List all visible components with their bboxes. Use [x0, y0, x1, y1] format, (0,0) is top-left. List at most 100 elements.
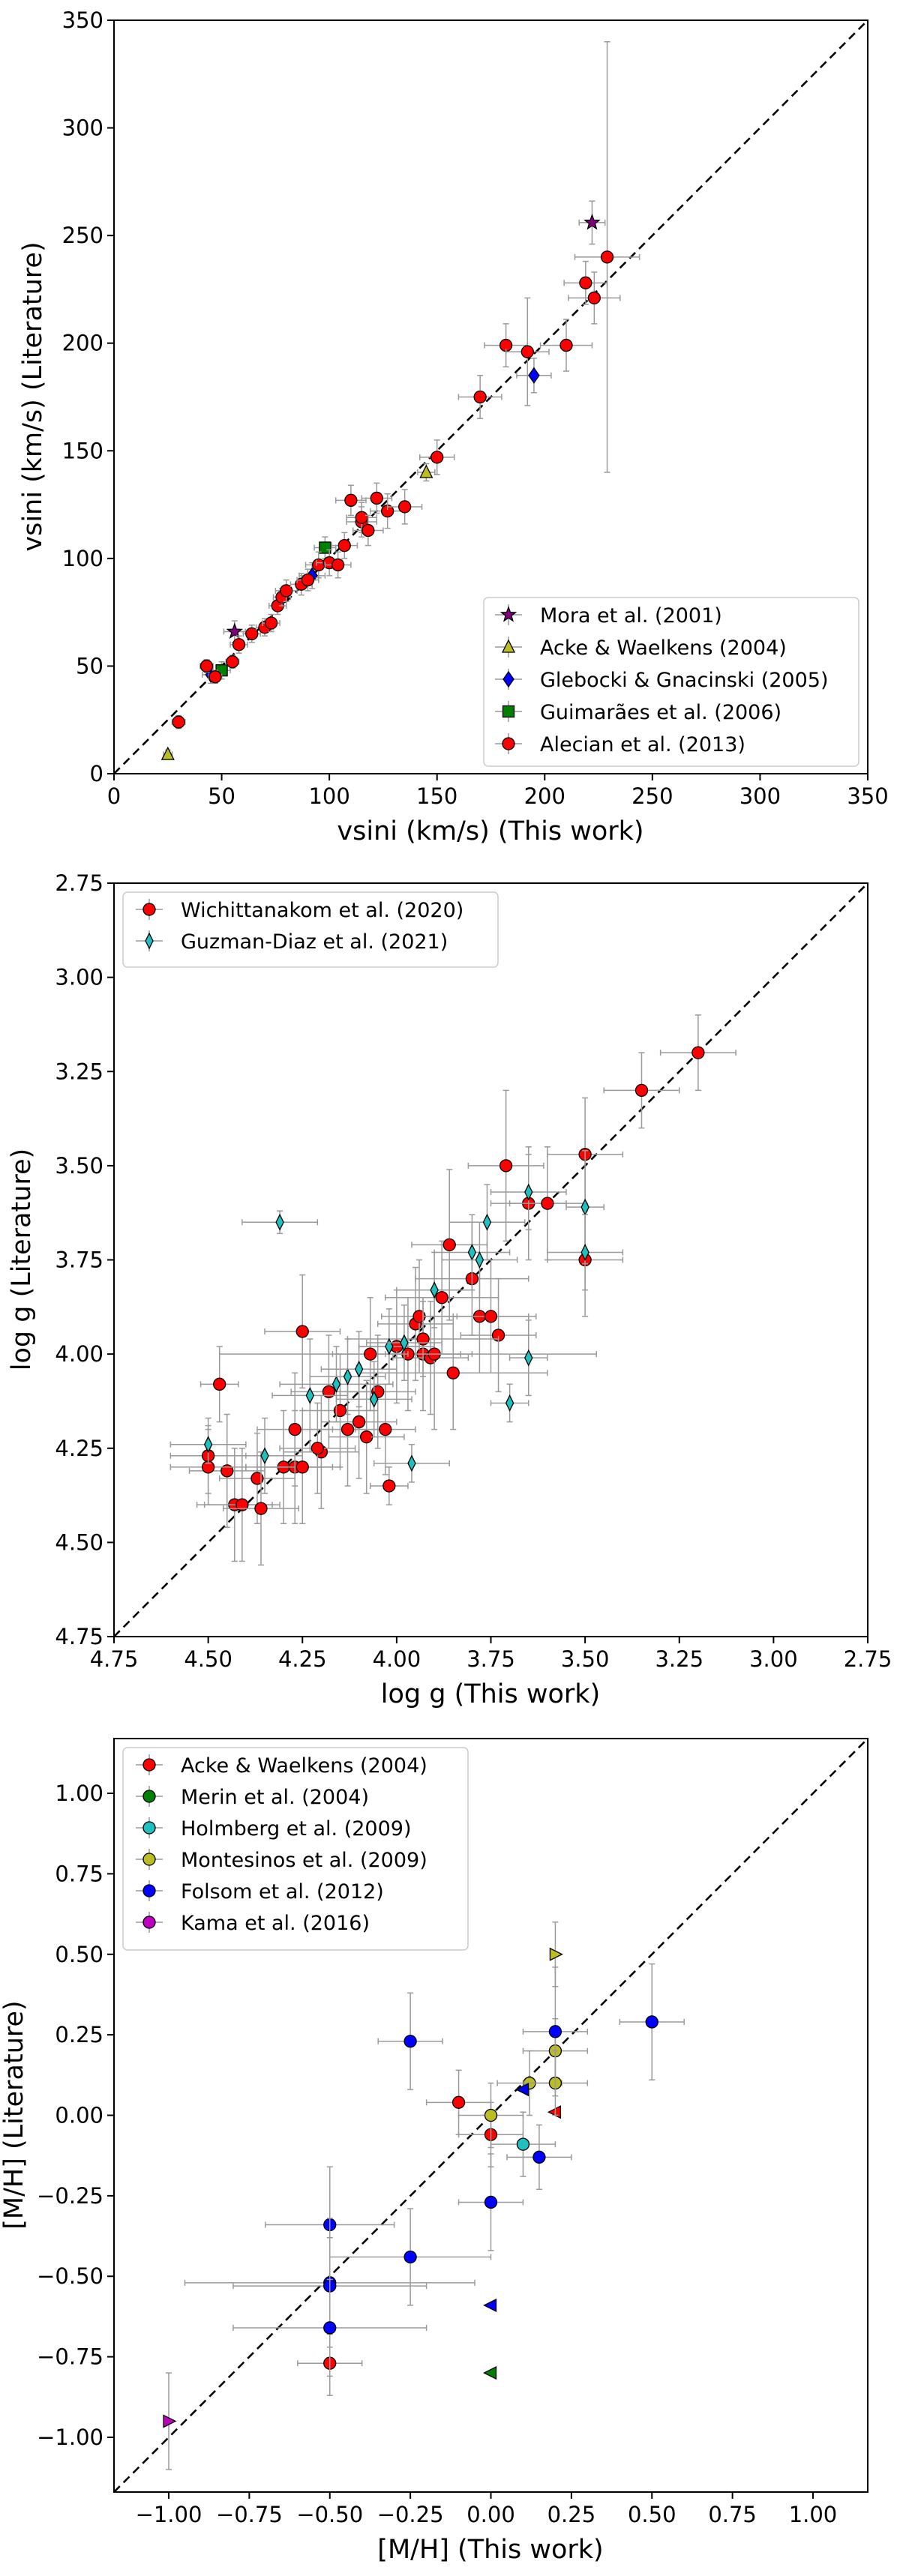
x-tick-label: 0.00: [466, 2502, 515, 2527]
legend-symbol: [142, 1758, 156, 1772]
data-point: [452, 1259, 530, 1373]
marker-circle: [200, 659, 214, 673]
marker-circle: [340, 1422, 355, 1436]
data-points: [170, 1014, 736, 1566]
marker-thin-diamond: [580, 1198, 590, 1216]
x-axis-label: [M/H] (This work): [377, 2535, 603, 2565]
marker-thin-diamond: [524, 1349, 533, 1367]
data-point: [483, 2366, 497, 2380]
y-tick-label: 300: [62, 115, 104, 141]
data-point: [309, 1338, 386, 1415]
legend-symbol: [502, 705, 515, 718]
marker-circle: [600, 250, 614, 264]
y-tick-label: 200: [62, 331, 104, 356]
axis-ticks: 0 50 100 150 200 250 300 350 0 50 100 150 200 250 300 3…: [62, 7, 889, 809]
y-tick-label: 4.75: [55, 1624, 104, 1649]
legend-entry: Acke & Waelkens (2004): [495, 637, 787, 660]
plot-frame: [113, 19, 868, 774]
marker-thin-diamond: [385, 1337, 394, 1355]
legend-marker: [495, 733, 522, 754]
logg-panel: 4.75 4.50 4.25 4.00 3.75 3.50 3.25 3.00 2.75 4.75…: [7, 870, 892, 1709]
legend-label: Mora et al. (2001): [540, 604, 722, 628]
legend-symbol: [502, 670, 514, 688]
marker-circle: [382, 1479, 396, 1493]
y-tick-label: −0.75: [37, 2344, 104, 2370]
x-tick-label: 250: [632, 783, 673, 809]
data-point: [458, 2082, 524, 2149]
x-tick-label: 1.00: [789, 2502, 838, 2527]
x-tick-label: 4.25: [278, 1646, 327, 1672]
x-tick-label: 3.00: [749, 1646, 798, 1672]
marker-circle: [645, 2015, 658, 2029]
axis-ticks: −1.00 −0.75 −0.50 −0.25 0.00 0.25 0.50 0.75 1.00…: [37, 1781, 837, 2527]
x-tick-label: 150: [416, 783, 458, 809]
data-point: [563, 260, 608, 305]
marker-star: [584, 214, 601, 230]
legend-symbol: [142, 1916, 156, 1929]
legend-label: Montesinos et al. (2009): [181, 1849, 428, 1872]
legend-entry: Alecian et al. (2013): [495, 733, 746, 756]
data-point: [659, 1014, 736, 1092]
y-axis-label: vsini (km/s) (Literature): [18, 241, 48, 551]
y-tick-label: 3.25: [55, 1059, 104, 1084]
marker-circle: [301, 573, 315, 587]
legend-label: Wichittanakom et al. (2020): [181, 899, 464, 922]
data-point: [242, 625, 262, 643]
marker-thin-diamond: [400, 1334, 409, 1352]
marker-circle: [296, 1460, 309, 1474]
legend-label: Alecian et al. (2013): [540, 733, 746, 756]
marker-circle: [338, 538, 351, 553]
data-point: [352, 514, 384, 547]
legend-symbol: [142, 903, 156, 916]
y-axis-label: log g (Literature): [7, 1149, 37, 1371]
x-tick-label: 0.75: [708, 2502, 757, 2527]
x-tick-label: 0.25: [548, 2502, 596, 2527]
x-tick-label: 0: [107, 783, 121, 809]
legend-label: Holmberg et al. (2009): [181, 1817, 412, 1841]
x-tick-label: −0.25: [377, 2502, 444, 2527]
data-point: [483, 2298, 497, 2312]
marker-thin-diamond: [430, 1281, 439, 1299]
data-point: [490, 1154, 567, 1231]
data-point: [264, 1274, 341, 1389]
data-point: [568, 271, 621, 325]
legend-marker: [495, 604, 522, 625]
marker-circle: [312, 558, 326, 572]
data-point: [578, 200, 606, 245]
data-point: [514, 2083, 530, 2097]
data-point: [603, 1052, 680, 1129]
legend-entry: Kama et al. (2016): [136, 1912, 370, 1935]
legend-entry: Guzman-Diaz et al. (2021): [136, 930, 448, 954]
data-point: [441, 1221, 518, 1298]
marker-circle: [236, 1498, 249, 1511]
marker-circle: [692, 1046, 705, 1059]
legend-marker: [136, 930, 163, 951]
legend-entry: Wichittanakom et al. (2020): [136, 899, 464, 922]
marker-circle: [208, 670, 222, 684]
y-tick-label: 3.50: [55, 1153, 104, 1179]
data-point: [332, 1297, 409, 1412]
marker-circle: [398, 500, 412, 514]
marker-circle: [579, 276, 592, 289]
marker-circle: [499, 1159, 513, 1173]
marker-circle: [532, 2150, 546, 2164]
legend-marker: [495, 701, 522, 722]
marker-thin-diamond: [369, 1390, 379, 1408]
data-point: [506, 2124, 572, 2191]
marker-circle: [541, 1197, 554, 1210]
data-point: [346, 502, 378, 534]
legend-entry: Mora et al. (2001): [495, 604, 722, 628]
data-point: [358, 1316, 548, 1430]
data-point: [448, 1184, 526, 1261]
legend-box: [483, 597, 860, 767]
x-axis-label: log g (This work): [381, 1679, 600, 1709]
legend-entry: Guimarães et al. (2006): [495, 701, 782, 724]
data-point: [490, 1383, 530, 1423]
y-tick-label: −0.50: [37, 2263, 104, 2289]
plot-frame: [113, 1738, 868, 2493]
y-tick-label: 100: [62, 546, 104, 571]
legend-marker: [136, 899, 163, 920]
marker-circle: [404, 2035, 417, 2048]
legend-box: [122, 1747, 469, 1951]
x-tick-label: −0.75: [216, 2502, 283, 2527]
